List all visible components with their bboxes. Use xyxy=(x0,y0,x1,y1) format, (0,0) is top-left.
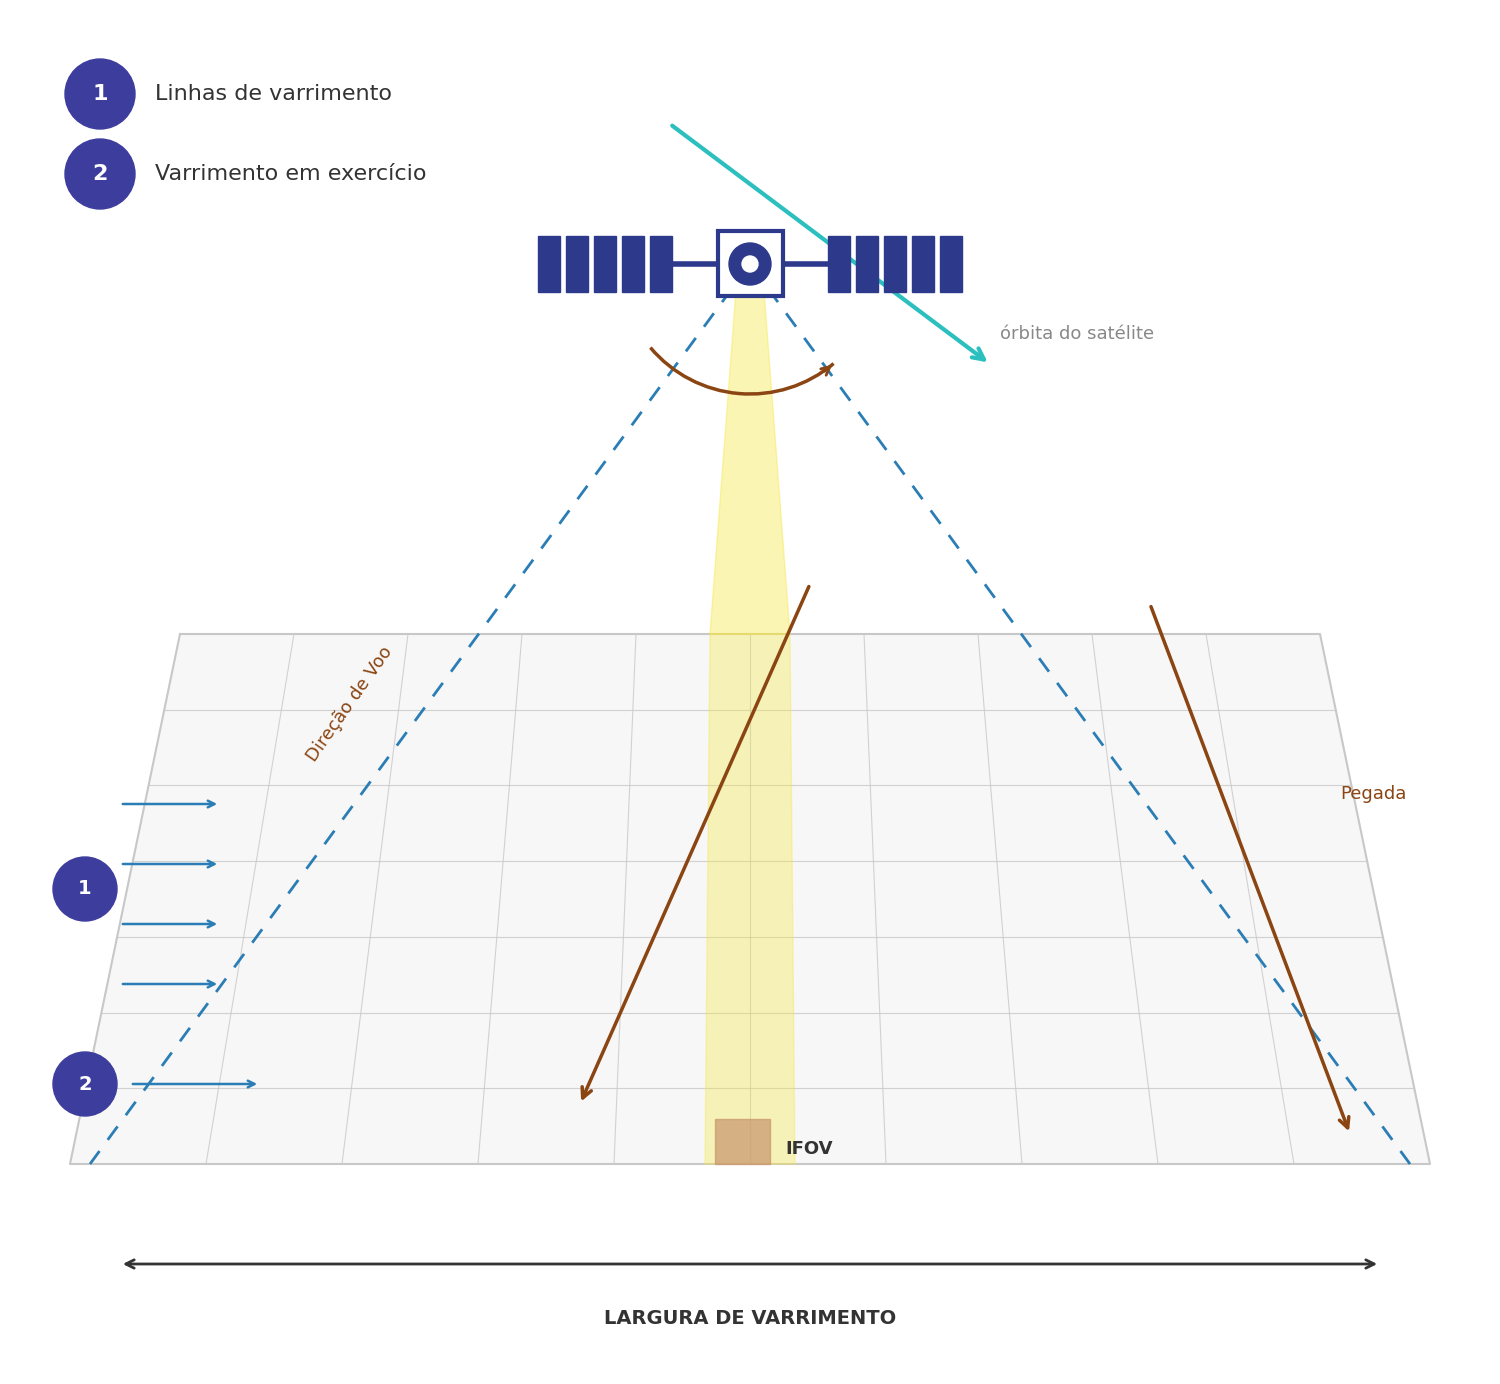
Text: 1: 1 xyxy=(93,84,108,104)
Polygon shape xyxy=(70,634,1429,1164)
Text: Pegada: Pegada xyxy=(1340,785,1407,803)
Text: Linhas de varrimento: Linhas de varrimento xyxy=(154,84,392,104)
Circle shape xyxy=(64,138,135,209)
Circle shape xyxy=(64,60,135,129)
Bar xyxy=(884,237,906,292)
Text: 2: 2 xyxy=(78,1074,92,1093)
Text: Varrimento em exercício: Varrimento em exercício xyxy=(154,163,426,184)
Bar xyxy=(855,237,877,292)
Text: órbita do satélite: órbita do satélite xyxy=(1000,325,1154,343)
Bar xyxy=(939,237,962,292)
FancyBboxPatch shape xyxy=(717,231,783,296)
Polygon shape xyxy=(710,264,791,634)
Text: IFOV: IFOV xyxy=(784,1140,832,1158)
Text: 1: 1 xyxy=(78,879,92,898)
Text: LARGURA DE VARRIMENTO: LARGURA DE VARRIMENTO xyxy=(604,1309,896,1329)
Circle shape xyxy=(53,857,117,920)
Bar xyxy=(538,237,561,292)
Bar xyxy=(716,1120,770,1164)
Bar xyxy=(651,237,672,292)
Circle shape xyxy=(742,256,758,273)
Bar xyxy=(622,237,645,292)
Polygon shape xyxy=(705,634,795,1164)
Bar xyxy=(594,237,616,292)
Bar xyxy=(828,237,849,292)
Text: 2: 2 xyxy=(93,163,108,184)
Text: Direção de Voo: Direção de Voo xyxy=(303,644,396,765)
Bar xyxy=(567,237,588,292)
Bar xyxy=(912,237,933,292)
Circle shape xyxy=(53,1052,117,1116)
Circle shape xyxy=(729,244,771,285)
